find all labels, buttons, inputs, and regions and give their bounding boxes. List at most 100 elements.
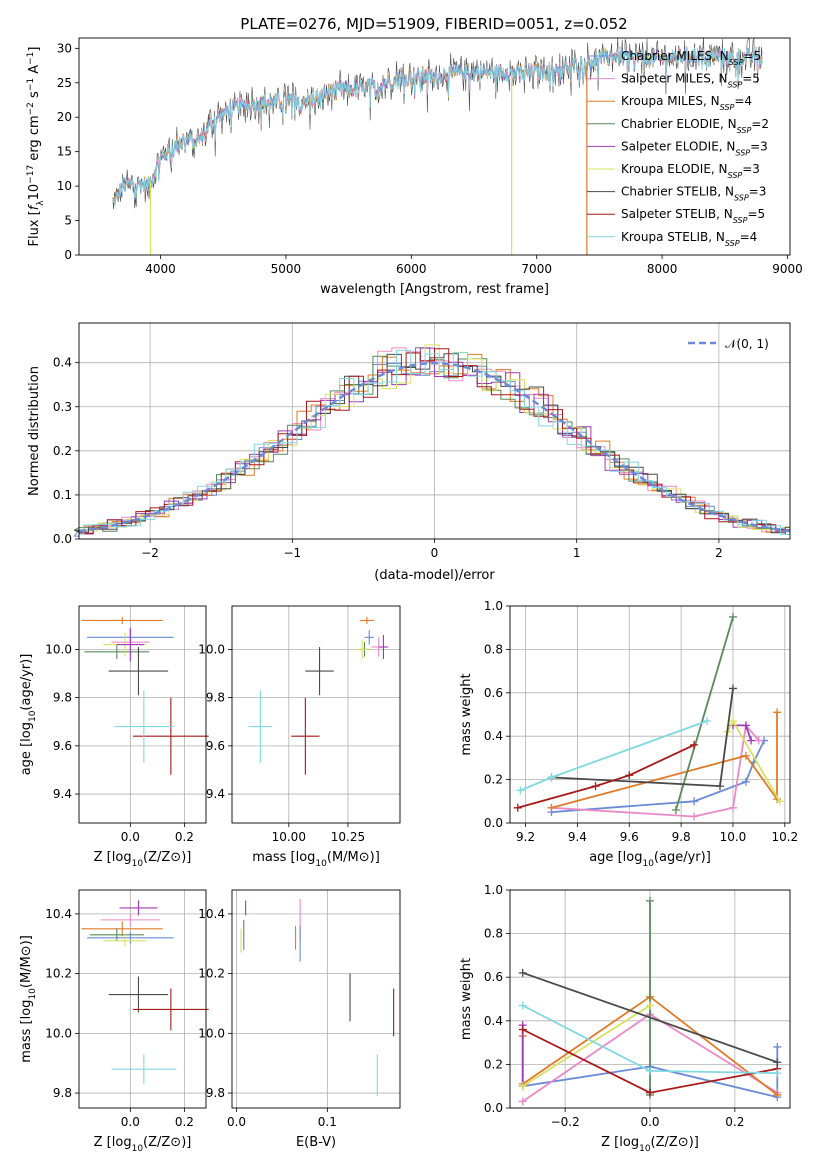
age-vs-Z-panel: 0.0 0.2 9.4 9.6 9.8 10.0 Z [log10(Z/Z⊙)] age [l… xyxy=(19,605,209,869)
data-point-marker xyxy=(741,751,750,760)
x-tick-label: 0.2 xyxy=(725,1115,744,1129)
data-point-marker xyxy=(728,612,737,621)
data-point-marker xyxy=(728,717,737,726)
spectrum-frame xyxy=(78,37,791,256)
y-tick-label: 9.4 xyxy=(206,787,225,801)
data-point-marker xyxy=(591,782,600,791)
y-tick-label: 0.4 xyxy=(53,356,72,370)
mass-weight-vs-age-frame xyxy=(509,605,791,824)
y-tick-label: 5 xyxy=(64,214,72,228)
x-tick-label: −1 xyxy=(283,546,301,560)
normal-legend-label: 𝒩(0, 1) xyxy=(725,337,769,351)
data-point-marker xyxy=(690,740,699,749)
histogram-kroupa-elodie xyxy=(79,344,790,532)
data-point-marker xyxy=(741,777,750,786)
mass-weight-vs-Z-ylabel: mass weight xyxy=(459,958,474,1040)
y-tick-label: 10.2 xyxy=(45,967,72,981)
data-point-marker xyxy=(646,1001,654,1010)
x-tick-label: 0.0 xyxy=(121,1115,140,1129)
mass-vs-Z-panel: 0.0 0.2 9.8 10.0 10.2 10.4 Z [log10(Z/Z⊙)] mass… xyxy=(19,889,209,1154)
errorbar-point xyxy=(89,928,144,941)
legend-entry: Kroupa ELODIE, NSSP=3 xyxy=(621,162,760,180)
y-tick-label: 0.2 xyxy=(484,773,503,787)
errorbar-point xyxy=(133,988,209,1031)
data-point-marker xyxy=(625,771,634,780)
x-tick-label: 0.0 xyxy=(227,1115,246,1129)
mass-vs-Z-plot-area xyxy=(81,900,209,1085)
data-point-marker xyxy=(703,717,712,726)
age-vs-Z-grid xyxy=(79,606,206,823)
data-point-marker xyxy=(747,736,756,745)
y-tick-label: 9.8 xyxy=(206,691,225,705)
x-tick-label: 9.4 xyxy=(568,830,587,844)
data-point-marker xyxy=(773,708,782,717)
age-vs-mass-panel: 10.00 10.25 9.4 9.6 9.8 10.0 mass [log10(M/M⊙)… xyxy=(198,605,401,869)
data-point-marker xyxy=(773,1090,782,1099)
data-point-marker xyxy=(775,797,784,806)
series-line-chabrier-elodie xyxy=(675,616,734,811)
x-tick-label: 0.0 xyxy=(640,1115,659,1129)
x-tick-label: 0.2 xyxy=(175,830,194,844)
y-tick-label: 9.8 xyxy=(53,1086,72,1100)
errorbar-point xyxy=(248,690,273,763)
y-tick-label: 25 xyxy=(57,76,72,90)
y-tick-label: 9.6 xyxy=(206,739,225,753)
residuals-ylabel: Normed distribution xyxy=(27,366,42,496)
spectrum-plot-area xyxy=(112,37,763,255)
errorbar-point xyxy=(364,630,374,645)
age-vs-Z-plot-area xyxy=(81,616,209,775)
y-tick-label: 0.2 xyxy=(484,1057,503,1071)
residuals-xlabel: (data-model)/error xyxy=(374,568,495,583)
data-point-marker xyxy=(716,782,724,791)
age-vs-Z-xlabel: Z [log10(Z/Z⊙)] xyxy=(94,850,192,869)
x-tick-label: −2 xyxy=(141,546,159,560)
y-tick-label: 0 xyxy=(64,248,72,262)
legend-entry: Chabrier STELIB, NSSP=3 xyxy=(621,185,766,203)
histogram-chabrier-miles xyxy=(73,363,790,537)
spectrum-xlabel: wavelength [Angstrom, rest frame] xyxy=(320,282,549,297)
x-tick-label: 8000 xyxy=(647,262,678,276)
legend-entry: Kroupa STELIB, NSSP=4 xyxy=(621,230,757,248)
y-tick-label: 10.0 xyxy=(45,642,72,656)
series-line-kroupa-elodie xyxy=(522,1004,651,1087)
x-tick-label: 10.0 xyxy=(720,830,747,844)
data-point-marker xyxy=(728,803,737,812)
x-tick-label: 9.6 xyxy=(620,830,639,844)
x-tick-label: 9000 xyxy=(772,262,803,276)
data-point-marker xyxy=(690,812,699,821)
y-tick-label: 9.8 xyxy=(53,691,72,705)
x-tick-label: 1 xyxy=(573,546,581,560)
mass-vs-Z-ylabel: mass [log10(M/M⊙)] xyxy=(19,935,38,1063)
y-tick-label: 10.4 xyxy=(45,907,72,921)
histogram-kroupa-stelib xyxy=(79,349,790,535)
y-tick-label: 0.0 xyxy=(484,1101,503,1115)
data-point-marker xyxy=(671,805,680,814)
mass-weight-vs-Z-xlabel: Z [log10(Z/Z⊙)] xyxy=(601,1135,699,1154)
errorbar-point xyxy=(108,976,169,1013)
y-tick-label: 15 xyxy=(57,145,72,159)
errorbar-point xyxy=(378,634,389,660)
legend-entry: Salpeter MILES, NSSP=5 xyxy=(621,72,760,90)
x-tick-label: 6000 xyxy=(396,262,427,276)
age-vs-Z-frame xyxy=(78,605,207,824)
y-tick-label: 9.8 xyxy=(206,1086,225,1100)
mass-vs-Z-frame xyxy=(78,889,207,1109)
y-tick-label: 0.8 xyxy=(484,642,503,656)
data-point-marker xyxy=(547,803,556,812)
legend-entry: Chabrier ELODIE, NSSP=2 xyxy=(621,117,769,135)
y-tick-label: 0.2 xyxy=(53,444,72,458)
errorbar-point xyxy=(305,646,334,696)
data-point-marker xyxy=(646,896,654,905)
data-point-marker xyxy=(741,721,750,730)
mass-weight-vs-age-plot-area xyxy=(513,612,784,821)
age-vs-mass-xlabel: mass [log10(M/M⊙)] xyxy=(252,850,380,869)
data-point-marker xyxy=(518,1001,527,1010)
data-point-marker xyxy=(690,797,699,806)
data-point-marker xyxy=(547,773,556,782)
data-point-marker xyxy=(773,1069,782,1078)
x-tick-label: 7000 xyxy=(521,262,552,276)
data-point-marker xyxy=(518,1025,527,1034)
mass-weight-vs-age-panel: 9.2 9.4 9.6 9.8 10.0 10.2 0.0 0.2 0.4 0.6 0.8 1.0 ag… xyxy=(459,599,798,869)
y-tick-label: 1.0 xyxy=(484,599,503,613)
